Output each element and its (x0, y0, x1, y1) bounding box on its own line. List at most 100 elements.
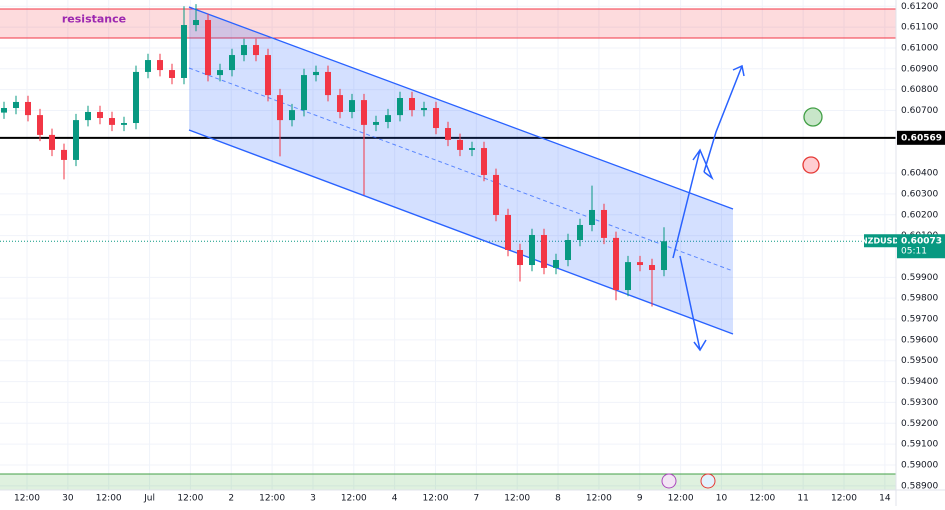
x-tick-label: 10 (716, 494, 728, 504)
candle-body (289, 110, 295, 121)
candles (1, 4, 667, 307)
candle-body (361, 100, 367, 125)
red-circle (802, 156, 820, 174)
resistance-label: resistance (62, 12, 126, 25)
y-tick-label: 0.58900 (901, 481, 938, 491)
candle-body (61, 149, 67, 160)
candle-body (337, 95, 343, 112)
y-tick-label: 0.59100 (901, 440, 938, 450)
symbol-box (864, 234, 897, 248)
candle-body (529, 234, 535, 266)
candle-body (37, 115, 43, 135)
y-tick-label: 0.60700 (901, 106, 938, 116)
level-label-box (897, 130, 945, 145)
candle-body (145, 60, 151, 72)
candle-body (553, 260, 559, 268)
x-tick-label: 12:00 (96, 494, 122, 504)
event-icon[interactable] (661, 473, 677, 489)
x-tick-label: 12:00 (831, 494, 857, 504)
countdown-label: 05:11 (901, 247, 927, 257)
symbol-label: NZDUSD (861, 237, 899, 246)
y-tick-label: 0.61000 (901, 43, 938, 53)
x-tick-label: 12:00 (341, 494, 367, 504)
x-tick-label: 12:00 (14, 494, 40, 504)
candle-body (277, 95, 283, 121)
channel-top (188, 6, 734, 210)
x-tick-label: 2 (228, 494, 234, 504)
green-circle (803, 107, 823, 127)
candle-body (481, 148, 487, 175)
candle-body (613, 237, 619, 291)
x-tick-label: 12:00 (177, 494, 203, 504)
candle-body (253, 45, 259, 56)
y-tick-label: 0.60400 (901, 169, 938, 179)
x-tick-label: 12:00 (423, 494, 449, 504)
candle-body (565, 239, 571, 261)
support-zone (0, 473, 896, 490)
candle-body (25, 101, 31, 116)
candle-body (193, 20, 199, 26)
x-tick-label: 30 (62, 494, 74, 504)
candle-body (73, 120, 79, 160)
candle-body (301, 75, 307, 111)
x-tick-label: 3 (310, 494, 316, 504)
resistance-zone (0, 8, 896, 38)
flag-icon[interactable] (700, 473, 716, 489)
channel-mid (188, 67, 734, 272)
candle-body (589, 209, 595, 225)
candle-body (229, 55, 235, 71)
y-tick-label: 0.59700 (901, 315, 938, 325)
candle-body (157, 60, 163, 71)
candle-body (637, 262, 643, 266)
arrows (672, 64, 745, 352)
x-tick-label: 12:00 (504, 494, 530, 504)
x-tick-label: 9 (637, 494, 643, 504)
candle-body (169, 70, 175, 78)
y-tick-label: 0.59000 (901, 460, 938, 470)
candle-body (457, 139, 463, 150)
candle-body (85, 111, 91, 121)
x-tick-label: 11 (797, 494, 808, 504)
arrow-down (679, 255, 707, 352)
y-tick-label: 0.59300 (901, 398, 938, 408)
candle-body (121, 123, 127, 125)
candle-body (577, 224, 583, 240)
candle-body (373, 121, 379, 125)
x-tick-label: 7 (473, 494, 479, 504)
candle-body (385, 115, 391, 122)
y-tick-label: 0.59600 (901, 335, 938, 345)
y-tick-label: 0.60300 (901, 189, 938, 199)
candle-body (13, 101, 19, 109)
candle-body (469, 148, 475, 150)
candle-body (517, 250, 523, 266)
y-tick-label: 0.60800 (901, 85, 938, 95)
candle-body (313, 71, 319, 76)
y-tick-label: 0.61200 (901, 2, 938, 12)
candle-body (241, 45, 247, 56)
grid (0, 0, 896, 490)
candle-body (493, 174, 499, 215)
candle-body (421, 108, 427, 111)
candle-body (625, 262, 631, 291)
y-tick-label: 0.61100 (901, 23, 938, 33)
candle-body (49, 134, 55, 150)
candle-body (181, 25, 187, 78)
candle-body (505, 214, 511, 251)
candle-body (541, 234, 547, 268)
candle-body (661, 241, 667, 271)
candle-body (217, 70, 223, 76)
candle-body (97, 111, 103, 119)
arrow-up (672, 64, 745, 259)
x-tick-label: 8 (555, 494, 561, 504)
candle-body (349, 100, 355, 112)
y-tick-label: 0.60900 (901, 64, 938, 74)
x-tick-label: 12:00 (668, 494, 694, 504)
y-tick-label: 0.59500 (901, 356, 938, 366)
y-tick-label: 0.59400 (901, 377, 938, 387)
candle-body (433, 108, 439, 129)
candle-body (325, 71, 331, 96)
candle-body (397, 98, 403, 116)
candle-body (205, 20, 211, 76)
